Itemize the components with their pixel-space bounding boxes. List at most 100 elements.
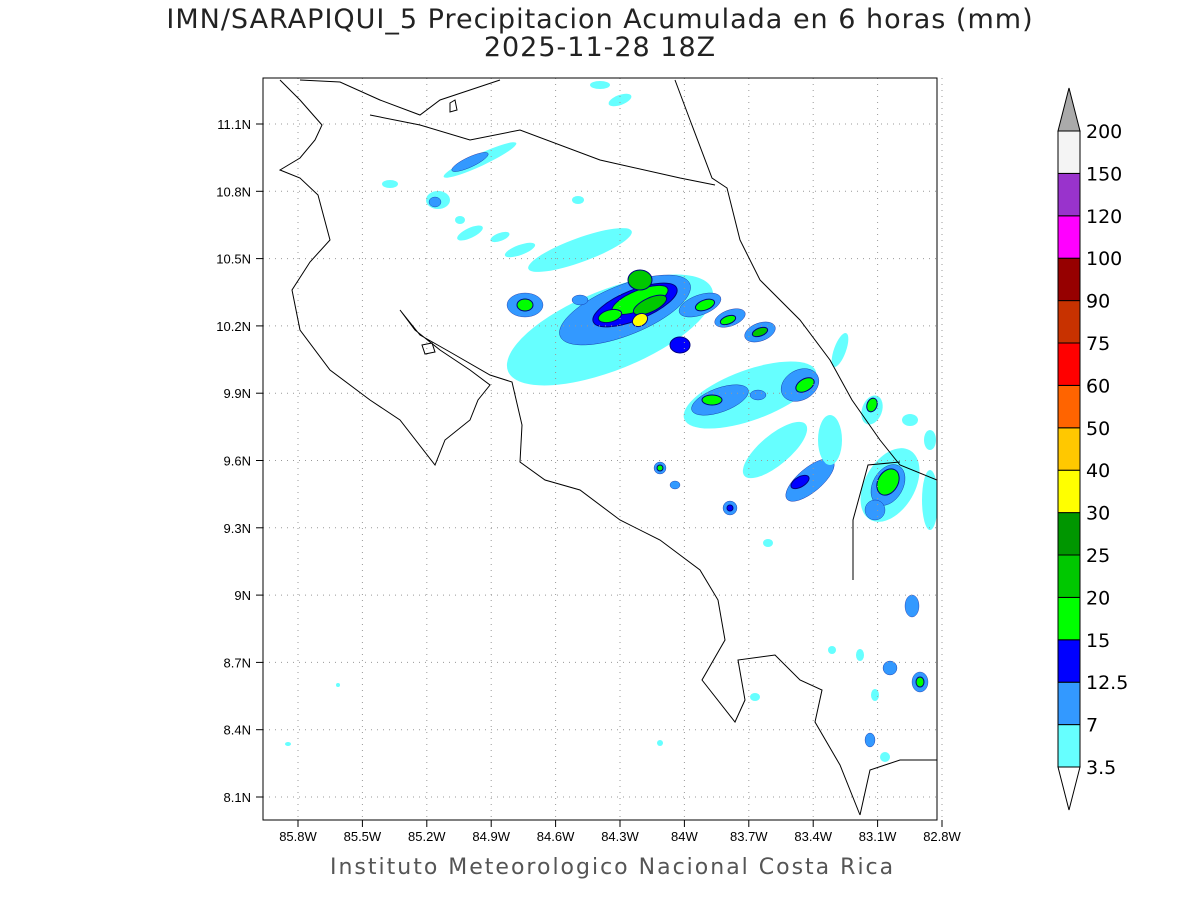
precip-contour	[750, 693, 760, 701]
lon-tick-label: 85.2W	[408, 829, 446, 844]
colorbar-swatch	[1057, 554, 1081, 598]
colorbar-level-label: 60	[1086, 375, 1110, 397]
lon-tick-label: 83.4W	[794, 829, 832, 844]
precip-contour	[694, 298, 716, 312]
precip-contour	[657, 740, 663, 746]
lat-tick-label: 9.6N	[224, 454, 251, 469]
precip-contour	[516, 298, 534, 312]
precip-contour	[866, 397, 878, 413]
colorbar-level-label: 200	[1086, 121, 1122, 143]
lon-tick-label: 84.6W	[537, 829, 575, 844]
lat-tick-label: 8.7N	[224, 655, 251, 670]
precip-contour	[451, 152, 489, 172]
colorbar-swatch	[1057, 639, 1081, 683]
precip-contour	[428, 196, 442, 208]
colorbar-swatch	[1057, 172, 1081, 217]
precip-contour	[864, 732, 876, 748]
precip-contour	[336, 683, 340, 687]
colorbar-level-label: 75	[1086, 333, 1110, 355]
precip-contour	[751, 326, 769, 338]
precip-contour	[608, 93, 632, 107]
colorbar-level-label: 90	[1086, 291, 1110, 313]
colorbar-swatch	[1057, 130, 1081, 174]
precip-contour	[915, 676, 925, 688]
precip-contour	[831, 332, 849, 368]
precip-contour	[856, 649, 864, 661]
colorbar-level-label: 12.5	[1086, 672, 1128, 694]
precip-contour	[597, 308, 623, 324]
lon-tick-label: 84.3W	[601, 829, 639, 844]
precip-contour	[924, 430, 936, 450]
precip-contour	[627, 269, 653, 291]
lat-tick-label: 11.1N	[217, 117, 251, 132]
precip-contour	[504, 242, 536, 258]
colorbar-swatch	[1057, 512, 1081, 556]
precip-contour	[904, 594, 920, 618]
colorbar-under-triangle	[1057, 766, 1081, 811]
lat-tick-label: 9.3N	[224, 521, 251, 536]
precip-contour	[457, 225, 483, 241]
lon-tick-label: 84.9W	[472, 829, 510, 844]
precip-contour	[455, 216, 465, 224]
lat-tick-label: 10.2N	[216, 319, 251, 334]
colorbar-swatch	[1057, 300, 1081, 344]
precip-contour	[571, 294, 589, 306]
precip-contour	[631, 312, 649, 328]
precip-contour	[876, 468, 900, 496]
precip-contour	[749, 389, 767, 401]
precip-contour	[285, 742, 291, 746]
colorbar-swatch	[1057, 427, 1081, 471]
lon-tick-label: 83.7W	[730, 829, 768, 844]
precip-contour	[795, 377, 815, 393]
colorbar-level-label: 30	[1086, 503, 1110, 525]
colorbar: 3.5 7 12.5 15 20 25 30 40 50 60 75 90 100 120 150 200	[1057, 87, 1128, 811]
lon-tick-label: 83.1W	[859, 829, 897, 844]
colorbar-swatch	[1057, 724, 1081, 768]
precip-contour	[528, 228, 632, 272]
precip-contour	[790, 474, 810, 490]
colorbar-level-label: 15	[1086, 630, 1110, 652]
lat-tick-label: 8.1N	[224, 790, 251, 805]
colorbar-level-label: 150	[1086, 163, 1122, 185]
map-title: IMN/SARAPIQUI_5 Precipitacion Acumulada …	[166, 4, 1034, 35]
colorbar-swatch	[1057, 596, 1081, 641]
precip-contour	[742, 421, 808, 479]
precip-contour	[701, 394, 723, 406]
colorbar-level-label: 20	[1086, 587, 1110, 609]
precip-contour	[590, 81, 610, 89]
precip-contour	[669, 336, 691, 354]
colorbar-level-label: 7	[1086, 715, 1098, 737]
axes: 85.8W 85.5W 85.2W 84.9W 84.6W 84.3W 84W 83.7W 83…	[216, 117, 961, 844]
precip-contour	[669, 480, 681, 490]
lon-tick-label: 85.8W	[279, 829, 317, 844]
colorbar-swatch	[1057, 342, 1081, 386]
colorbar-level-label: 3.5	[1086, 757, 1116, 779]
coastlines	[278, 79, 937, 816]
colorbar-level-label: 100	[1086, 248, 1122, 270]
lon-tick-label: 84W	[671, 829, 698, 844]
precip-contour	[656, 464, 664, 472]
colorbar-swatch	[1057, 257, 1081, 302]
precipitation-field	[285, 81, 937, 762]
lon-tick-label: 85.5W	[344, 829, 382, 844]
precip-contour	[726, 504, 734, 512]
precip-contour	[902, 414, 918, 426]
precip-contour	[382, 180, 398, 188]
precip-contour	[572, 196, 584, 204]
precip-contour	[864, 499, 886, 521]
precip-contour	[882, 660, 898, 676]
footer-credit: Instituto Meteorologico Nacional Costa R…	[330, 855, 896, 880]
precip-contour	[922, 470, 937, 530]
colorbar-over-triangle	[1057, 87, 1081, 132]
precip-contour	[632, 294, 668, 316]
lat-tick-label: 9N	[234, 588, 251, 603]
colorbar-swatch	[1057, 215, 1081, 259]
map-frame	[262, 77, 938, 821]
colorbar-swatch	[1057, 384, 1081, 429]
lat-tick-label: 10.8N	[216, 184, 251, 199]
precip-contour	[818, 415, 842, 465]
lat-tick-label: 8.4N	[224, 723, 251, 738]
colorbar-swatch	[1057, 469, 1081, 514]
colorbar-swatch	[1057, 681, 1081, 726]
